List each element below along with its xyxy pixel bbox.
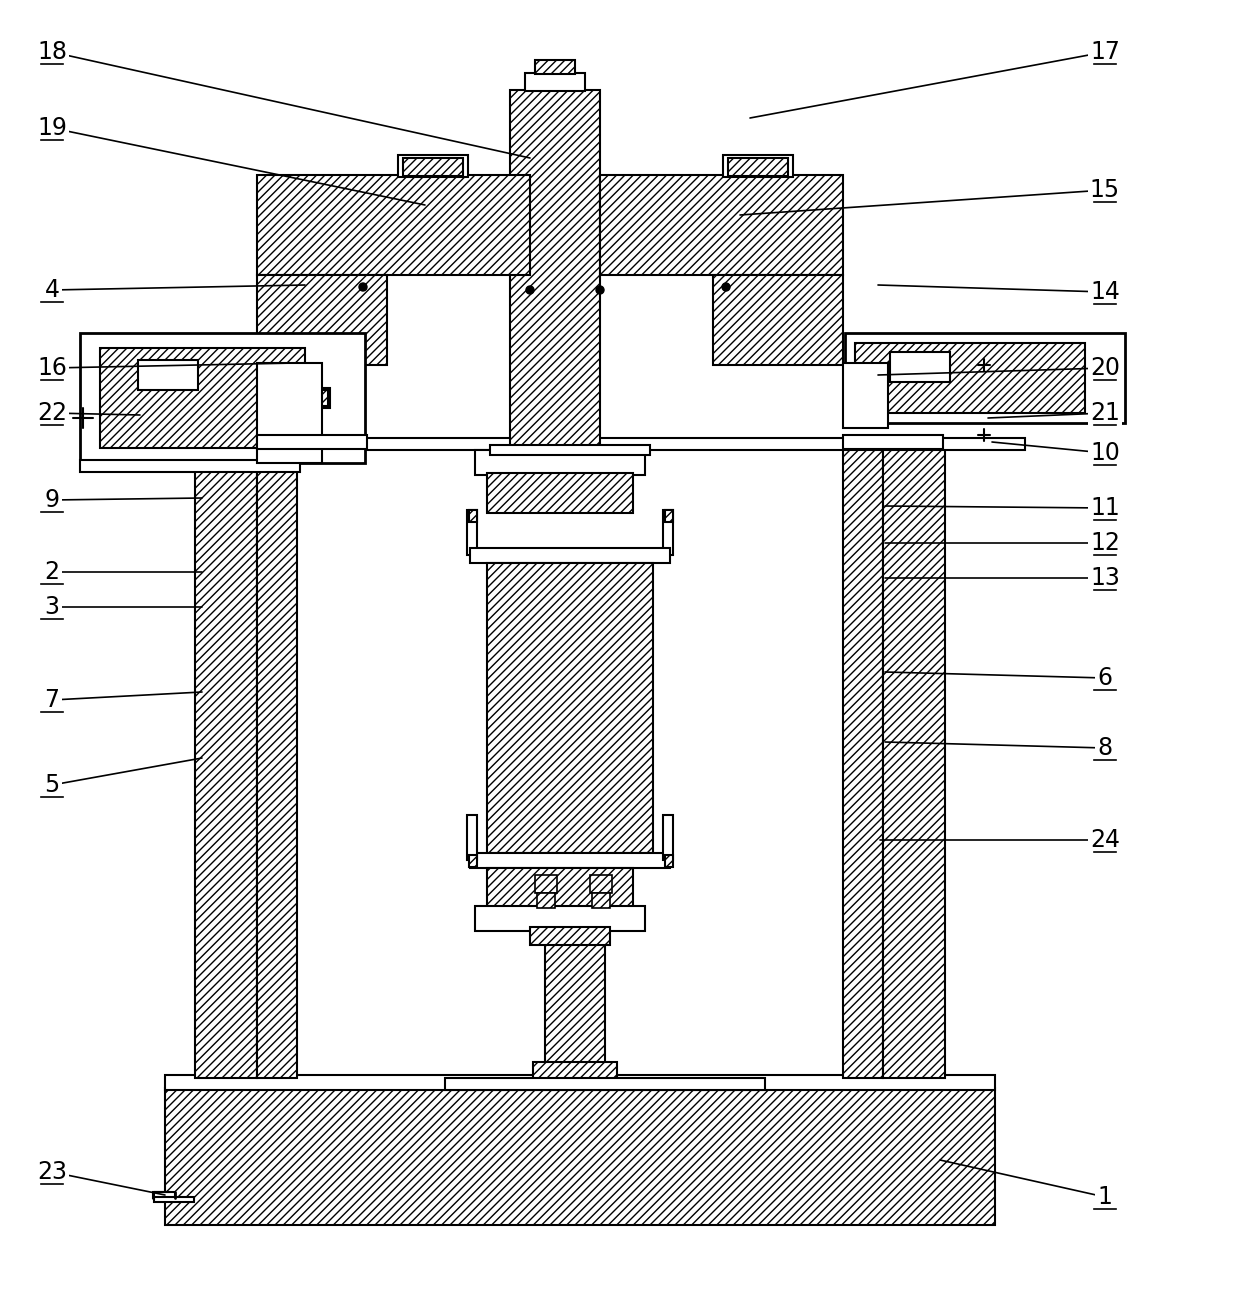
Bar <box>467 815 477 861</box>
Text: 24: 24 <box>1090 828 1120 851</box>
Bar <box>257 363 322 463</box>
Bar <box>154 1198 193 1201</box>
Bar <box>475 450 645 476</box>
Bar <box>490 445 650 455</box>
Text: 19: 19 <box>37 117 67 140</box>
Bar <box>487 473 632 513</box>
Bar <box>403 158 463 176</box>
Text: 14: 14 <box>1090 280 1120 305</box>
Bar <box>175 438 1025 450</box>
Circle shape <box>722 283 730 292</box>
Bar <box>153 1192 175 1198</box>
Bar <box>100 349 305 448</box>
Text: 9: 9 <box>45 489 60 512</box>
Bar <box>534 875 557 893</box>
Bar <box>445 1078 765 1090</box>
Text: 10: 10 <box>1090 441 1120 465</box>
Text: 18: 18 <box>37 40 67 64</box>
Bar <box>470 548 670 562</box>
Bar <box>728 158 787 176</box>
Bar <box>469 855 477 867</box>
Bar <box>475 906 645 931</box>
Text: 1: 1 <box>1097 1185 1112 1209</box>
Bar <box>398 156 467 178</box>
Bar <box>663 815 673 861</box>
Bar <box>81 460 300 472</box>
Circle shape <box>596 286 604 294</box>
Text: 3: 3 <box>45 595 60 619</box>
Bar <box>165 1074 994 1090</box>
Text: 6: 6 <box>1097 666 1112 689</box>
Bar <box>529 927 610 945</box>
Bar <box>600 175 843 275</box>
Bar <box>257 445 298 1078</box>
Bar <box>510 89 600 470</box>
Bar <box>723 156 794 178</box>
Circle shape <box>526 286 534 294</box>
Bar <box>469 511 477 522</box>
Bar <box>534 60 575 74</box>
Bar <box>81 333 365 463</box>
Circle shape <box>360 283 367 292</box>
Text: 11: 11 <box>1090 496 1120 520</box>
Bar <box>487 562 653 853</box>
Bar <box>665 511 673 522</box>
Text: 2: 2 <box>45 560 60 584</box>
Bar <box>844 368 861 388</box>
Text: 21: 21 <box>1090 400 1120 425</box>
Text: 15: 15 <box>1090 178 1120 202</box>
Bar <box>257 175 529 275</box>
Bar <box>467 511 477 555</box>
Bar <box>317 390 329 406</box>
Bar <box>843 445 883 1078</box>
Bar <box>665 855 673 867</box>
Bar <box>257 275 387 365</box>
Bar <box>546 931 605 1078</box>
Text: 8: 8 <box>1097 736 1112 759</box>
Bar <box>470 853 670 868</box>
Bar <box>195 445 257 1078</box>
Bar <box>537 893 556 908</box>
Bar <box>316 388 330 408</box>
Bar <box>590 875 613 893</box>
Bar <box>843 363 888 428</box>
Bar <box>844 333 1125 422</box>
Text: 4: 4 <box>45 279 60 302</box>
Bar <box>843 435 942 448</box>
Text: 22: 22 <box>37 400 67 425</box>
Text: 12: 12 <box>1090 531 1120 555</box>
Bar <box>138 360 198 390</box>
Text: 13: 13 <box>1090 566 1120 590</box>
Text: 16: 16 <box>37 356 67 380</box>
Text: 23: 23 <box>37 1160 67 1185</box>
Bar <box>663 511 673 555</box>
Text: 20: 20 <box>1090 356 1120 380</box>
Text: 7: 7 <box>45 688 60 712</box>
Bar <box>525 73 585 91</box>
Text: 5: 5 <box>45 772 60 797</box>
Text: 17: 17 <box>1090 40 1120 64</box>
Bar <box>890 353 950 382</box>
Bar <box>487 868 632 908</box>
Bar <box>713 275 843 365</box>
Bar <box>856 343 1085 413</box>
Bar <box>591 893 610 908</box>
Bar <box>165 1089 994 1225</box>
Bar <box>257 435 367 448</box>
Bar <box>533 1061 618 1080</box>
Bar <box>883 445 945 1078</box>
